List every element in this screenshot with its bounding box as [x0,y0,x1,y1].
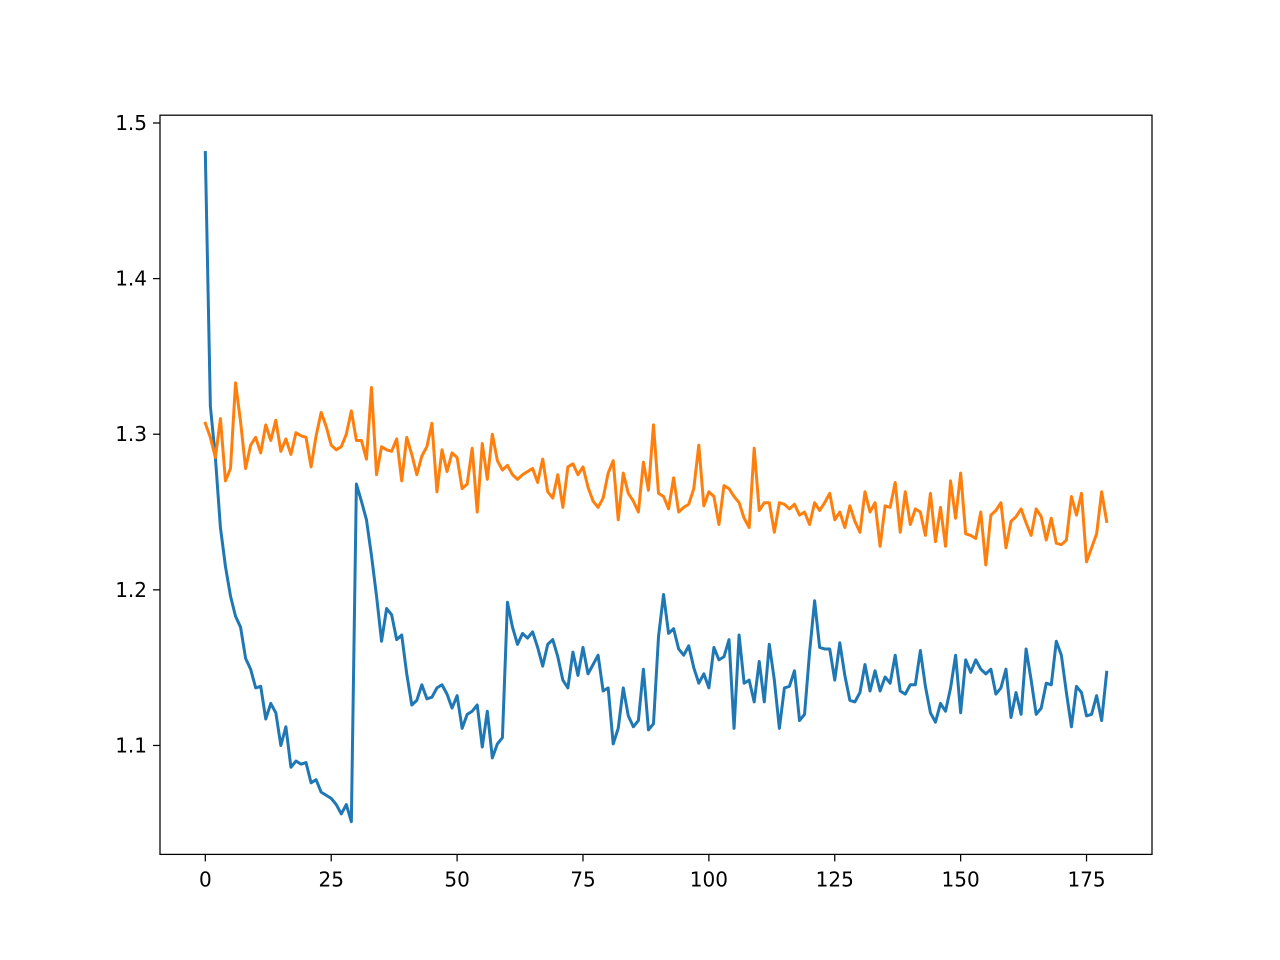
x-tick-label: 50 [444,867,469,891]
x-tick-label: 100 [690,867,728,891]
x-axis: 0 25 50 75 100 125 150 175 [199,854,1106,891]
x-tick-label: 25 [318,867,343,891]
y-tick-label: 1.1 [115,733,147,757]
y-tick-label: 1.4 [115,267,147,291]
x-tick-label: 0 [199,867,212,891]
y-tick-label: 1.5 [115,111,147,135]
series-layer [203,151,1109,824]
x-tick-label: 125 [816,867,854,891]
y-tick-label: 1.2 [115,578,147,602]
x-tick-label: 75 [570,867,595,891]
series-2-line [203,381,1109,567]
x-tick-label: 150 [942,867,980,891]
series-1-line [203,151,1109,824]
plot-frame [159,114,1153,856]
x-tick-label: 175 [1067,867,1105,891]
y-axis: 1.1 1.2 1.3 1.4 1.5 [115,111,160,757]
y-tick-label: 1.3 [115,422,147,446]
